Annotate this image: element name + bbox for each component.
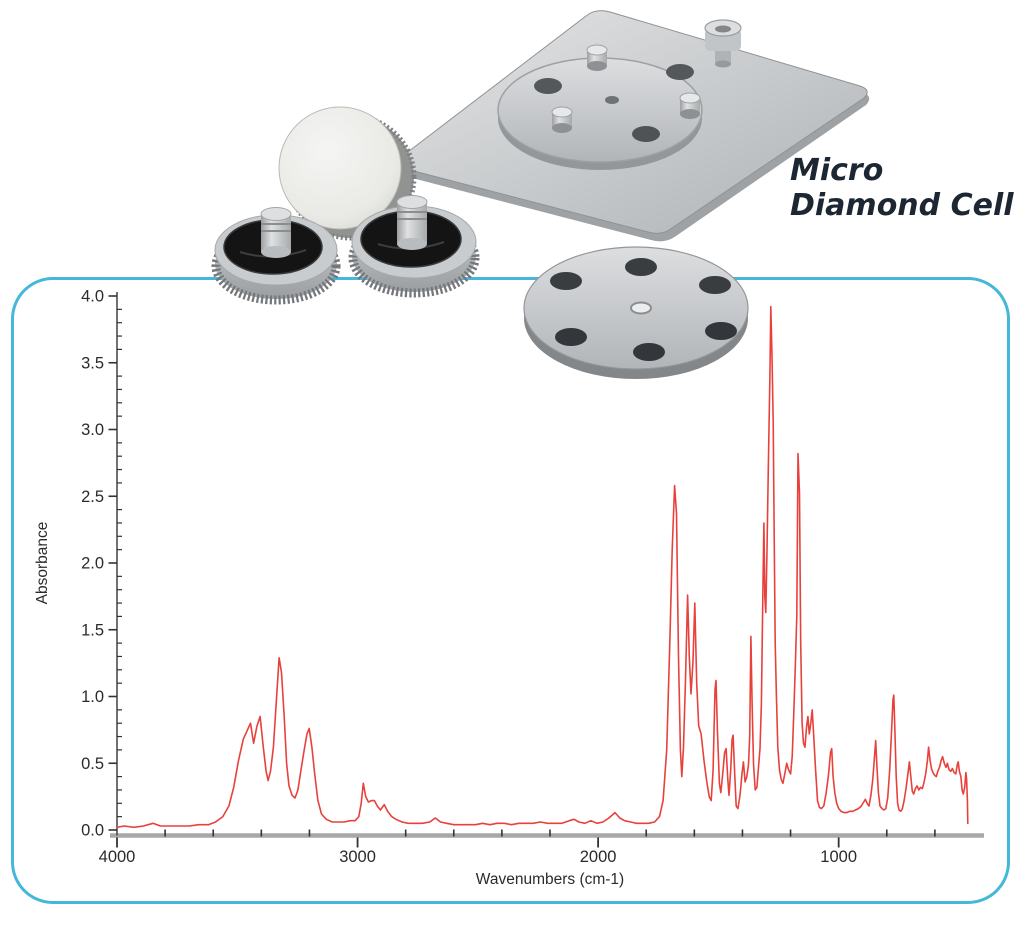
- stage-pin: [679, 92, 701, 119]
- product-caption-line2: Diamond Cell: [790, 188, 1014, 223]
- hex-screw-photo: [704, 19, 742, 68]
- product-caption: Micro Diamond Cell: [790, 153, 1014, 223]
- polished-disc-photo: [278, 106, 417, 241]
- product-caption-line1: Micro: [790, 153, 884, 188]
- stage-pin: [551, 106, 573, 133]
- chart-panel: [11, 277, 1010, 904]
- stage-pin: [586, 44, 608, 71]
